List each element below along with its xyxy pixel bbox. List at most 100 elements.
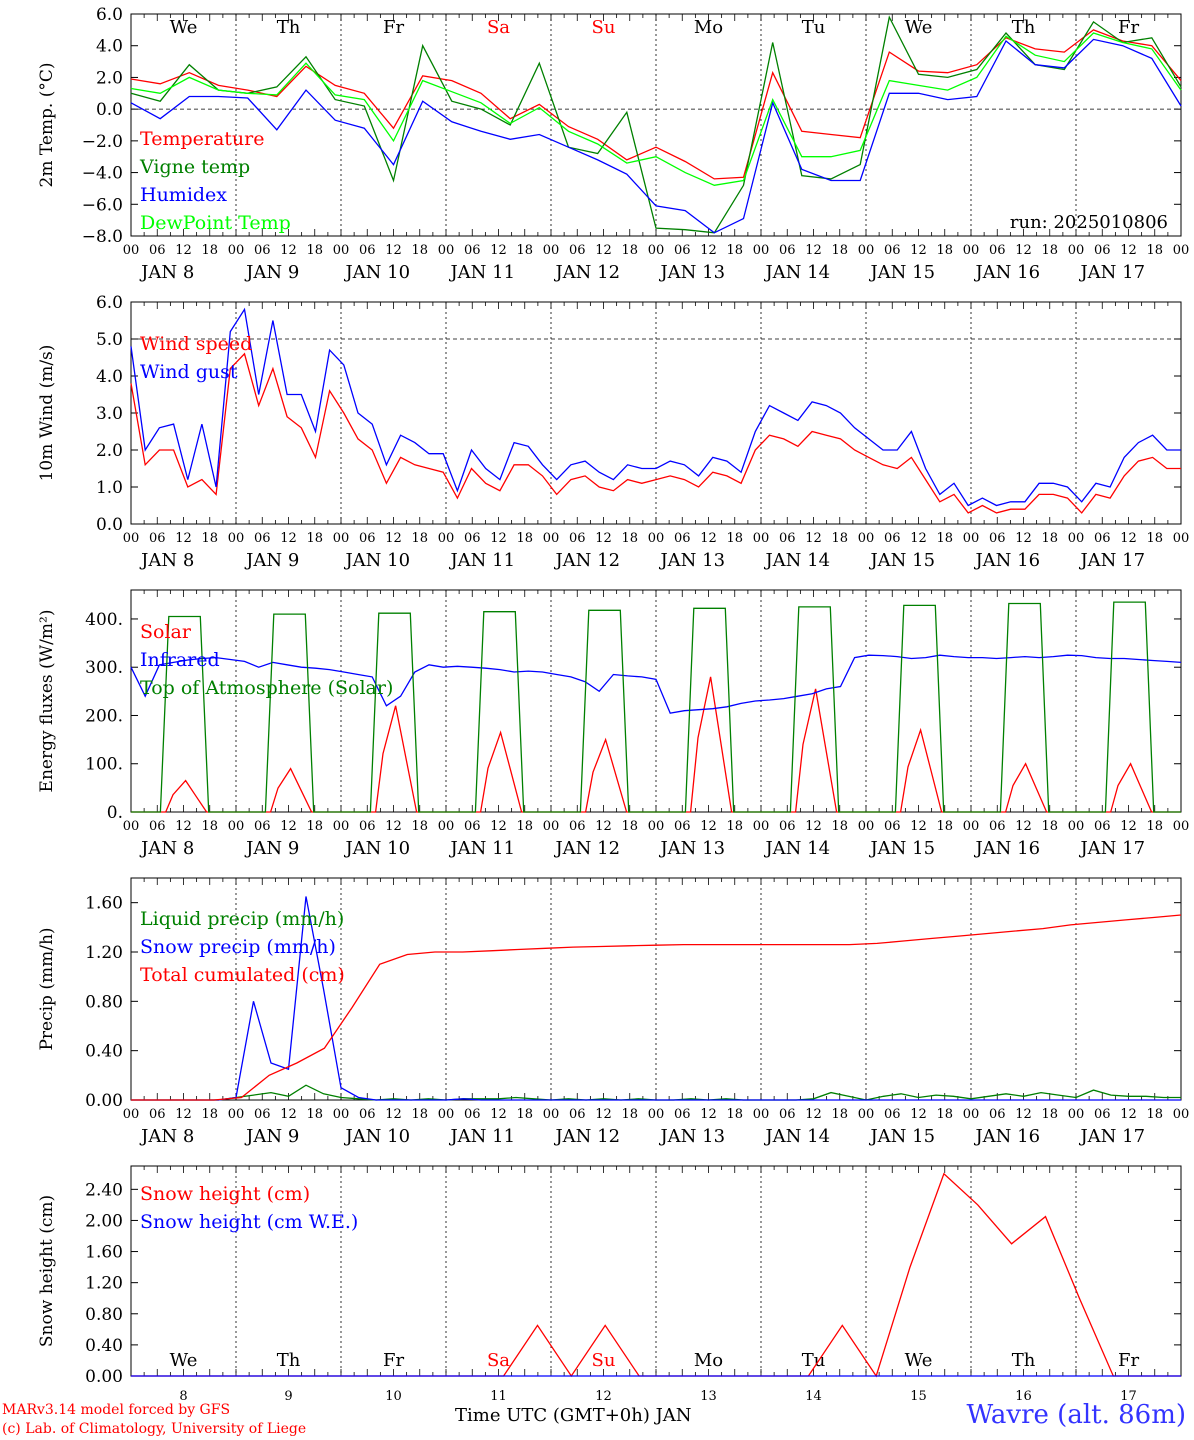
hour-label: 06	[884, 819, 901, 834]
date-label: JAN 17	[1078, 262, 1145, 283]
hour-label: 06	[1094, 243, 1111, 258]
hour-label: 12	[490, 819, 507, 834]
hour-label: 06	[989, 243, 1006, 258]
date-label: JAN 10	[343, 1126, 410, 1147]
date-label: JAN 9	[244, 838, 299, 859]
hour-label: 06	[884, 243, 901, 258]
y-tick-label: 2.0	[96, 68, 123, 88]
hour-label: 00	[753, 531, 770, 546]
hour-label: 00	[228, 819, 245, 834]
hour-label: 00	[963, 243, 980, 258]
date-label: 16	[1015, 1389, 1032, 1400]
y-tick-label: 1.60	[85, 894, 123, 914]
y-tick-label: 5.0	[96, 330, 123, 350]
hour-label: 06	[989, 531, 1006, 546]
hour-label: 06	[464, 243, 481, 258]
hour-label: 12	[595, 819, 612, 834]
date-label: JAN 9	[244, 262, 299, 283]
hour-label: 12	[1015, 531, 1032, 546]
date-label: JAN 17	[1078, 550, 1145, 571]
y-tick-label: −4.0	[82, 164, 123, 184]
y-tick-label: 0.40	[85, 1336, 123, 1356]
hour-label: 06	[149, 531, 166, 546]
hour-label: 12	[385, 1107, 402, 1122]
y-tick-label: −6.0	[82, 195, 123, 215]
date-label: JAN 14	[763, 262, 830, 283]
hour-label: 06	[779, 243, 796, 258]
hour-label: 12	[1120, 819, 1137, 834]
hour-label: 18	[831, 531, 848, 546]
hour-label: 00	[438, 243, 455, 258]
hour-label: 12	[280, 819, 297, 834]
date-label: JAN 9	[244, 1126, 299, 1147]
hour-label: 12	[805, 243, 822, 258]
hour-label: 00	[438, 819, 455, 834]
hour-label: 12	[280, 243, 297, 258]
hour-label: 06	[149, 243, 166, 258]
series-line	[130, 352, 1181, 514]
date-label: JAN 8	[139, 262, 194, 283]
date-label: JAN 9	[244, 550, 299, 571]
y-tick-label: −2.0	[82, 132, 123, 152]
hour-label: 06	[674, 1107, 691, 1122]
hour-label: 18	[726, 819, 743, 834]
hour-label: 12	[490, 243, 507, 258]
hour-label: 06	[254, 819, 271, 834]
hour-label: 12	[805, 531, 822, 546]
hour-label: 18	[621, 531, 638, 546]
hour-label: 12	[175, 243, 192, 258]
hour-label: 00	[1068, 531, 1085, 546]
hour-label: 18	[1146, 243, 1163, 258]
date-label: JAN 10	[343, 838, 410, 859]
y-tick-label: 4.0	[96, 367, 123, 387]
day-name: We	[170, 1350, 198, 1371]
y-tick-label: 1.20	[85, 1274, 123, 1294]
date-label: JAN 14	[763, 1126, 830, 1147]
y-axis-label: Energy fluxes (W/m²)	[37, 610, 57, 793]
hour-label: 00	[543, 531, 560, 546]
legend-entry: Temperature	[140, 128, 264, 150]
date-label: JAN 10	[343, 550, 410, 571]
hour-label: 12	[700, 531, 717, 546]
hour-label: 18	[201, 243, 218, 258]
hour-label: 06	[254, 531, 271, 546]
hour-label: 12	[280, 1107, 297, 1122]
hour-label: 18	[306, 243, 323, 258]
hour-label: 00	[648, 1107, 665, 1122]
hour-label: 18	[936, 819, 953, 834]
hour-label: 00	[333, 1107, 350, 1122]
hour-label: 06	[464, 531, 481, 546]
y-tick-label: 6.0	[96, 293, 123, 313]
hour-label: 00	[648, 243, 665, 258]
date-label: 11	[490, 1389, 507, 1400]
y-axis-label: Snow height (cm)	[37, 1195, 57, 1347]
hour-label: 12	[910, 819, 927, 834]
day-name: Sa	[487, 17, 510, 38]
hour-label: 00	[963, 1107, 980, 1122]
day-name: Fr	[1118, 1350, 1139, 1371]
hour-label: 00	[858, 531, 875, 546]
y-tick-label: 0.	[107, 803, 123, 823]
hour-label: 12	[175, 819, 192, 834]
date-label: JAN 12	[553, 262, 620, 283]
date-label: 12	[595, 1389, 612, 1400]
date-label: JAN 11	[448, 550, 515, 571]
hour-label: 18	[621, 819, 638, 834]
day-name: Mo	[694, 17, 723, 38]
hour-label: 06	[254, 243, 271, 258]
hour-label: 00	[858, 1107, 875, 1122]
hour-label: 12	[700, 1107, 717, 1122]
hour-label: 18	[726, 243, 743, 258]
legend-entry: Top of Atmosphere (Solar)	[140, 677, 393, 699]
legend-entry: Total cumulated (cm)	[140, 964, 345, 986]
hour-label: 12	[700, 819, 717, 834]
hour-label: 12	[910, 1107, 927, 1122]
y-tick-label: 4.0	[96, 37, 123, 57]
day-name: Th	[1012, 17, 1036, 38]
hour-label: 00	[228, 1107, 245, 1122]
date-label: 15	[910, 1389, 927, 1400]
series-line	[131, 914, 1182, 1101]
hour-label: 00	[963, 531, 980, 546]
date-label: JAN 14	[763, 838, 830, 859]
run-label: run: 2025010806	[1010, 212, 1168, 233]
